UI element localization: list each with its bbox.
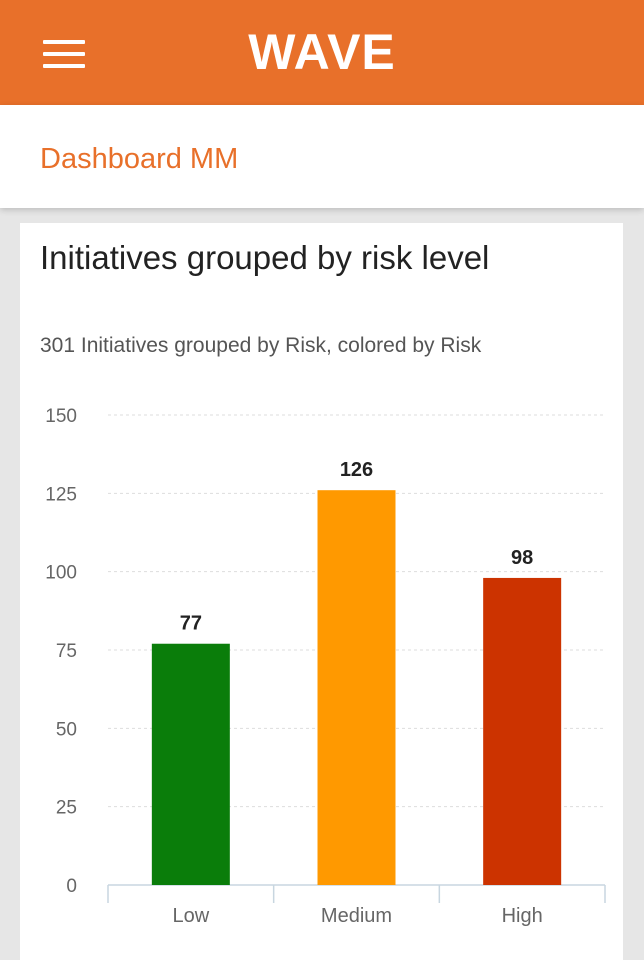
app-logo: WAVE xyxy=(248,24,396,80)
y-tick-label: 25 xyxy=(56,798,77,819)
y-tick-label: 150 xyxy=(45,406,77,427)
bar-high xyxy=(483,577,562,885)
chart-title: Initiatives grouped by risk level xyxy=(40,239,490,276)
data-label: 77 xyxy=(180,613,202,635)
y-tick-label: 125 xyxy=(45,484,77,505)
x-tick-label: Low xyxy=(172,905,209,927)
x-tick-label: Medium xyxy=(321,905,392,927)
y-tick-label: 0 xyxy=(66,876,77,897)
data-label: 126 xyxy=(340,459,373,481)
chart-card: Initiatives grouped by risk level 301 In… xyxy=(20,223,623,960)
chart-subtitle: 301 Initiatives grouped by Risk, colored… xyxy=(40,334,482,357)
data-label: 98 xyxy=(511,547,533,569)
bar-chart: 0 25 50 75 100 125 150 77 Low 126 Medium 98 High xyxy=(45,406,606,927)
x-tick-label: High xyxy=(502,905,543,927)
dashboard-header: Dashboard MM xyxy=(0,105,644,208)
dashboard-title[interactable]: Dashboard MM xyxy=(40,143,239,175)
hamburger-menu-icon[interactable] xyxy=(38,36,90,76)
y-tick-label: 75 xyxy=(56,641,77,662)
y-tick-label: 50 xyxy=(56,719,77,740)
app-header: WAVE xyxy=(0,0,644,105)
bar-low xyxy=(151,643,230,885)
bar-medium xyxy=(317,490,396,885)
y-tick-label: 100 xyxy=(45,563,77,584)
